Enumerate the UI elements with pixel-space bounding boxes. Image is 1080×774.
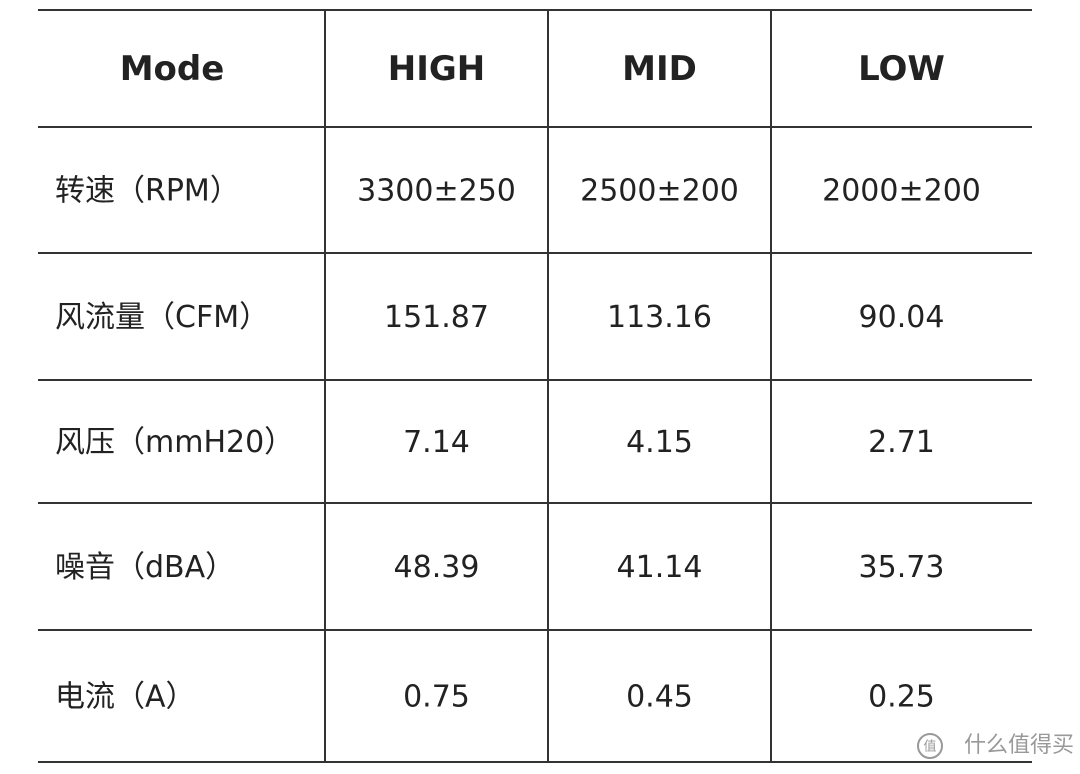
table-cell: 7.14 xyxy=(403,425,470,460)
watermark-icon: 值 xyxy=(923,739,936,755)
header-cell: HIGH xyxy=(388,49,485,89)
table-cell: 151.87 xyxy=(384,300,489,335)
table-cell: 风压（mmH20） xyxy=(55,425,294,460)
header-cell: Mode xyxy=(120,49,225,89)
table-cell: 2.71 xyxy=(868,425,935,460)
table-cell: 噪音（dBA） xyxy=(55,550,235,585)
header-cell: MID xyxy=(622,49,697,89)
table-cell: 3300±250 xyxy=(357,174,516,209)
watermark-icon-ring xyxy=(917,733,943,759)
table-cell: 2000±200 xyxy=(822,174,981,209)
table-cell: 0.45 xyxy=(626,680,693,715)
table-cell: 2500±200 xyxy=(580,174,739,209)
table-cell: 转速（RPM） xyxy=(55,174,240,209)
watermark: 什么值得买 xyxy=(964,733,1074,758)
table-cell: 48.39 xyxy=(394,550,480,585)
table-cell: 90.04 xyxy=(859,300,945,335)
table-cell: 41.14 xyxy=(617,550,703,585)
header-cell: LOW xyxy=(858,49,945,89)
table-cell: 113.16 xyxy=(607,300,712,335)
table-cell: 35.73 xyxy=(859,550,945,585)
table-cell: 电流（A） xyxy=(55,680,196,715)
table-cell: 0.75 xyxy=(403,680,470,715)
table-cell: 风流量（CFM） xyxy=(55,300,269,335)
table-cell: 0.25 xyxy=(868,680,935,715)
table-cell: 4.15 xyxy=(626,425,693,460)
